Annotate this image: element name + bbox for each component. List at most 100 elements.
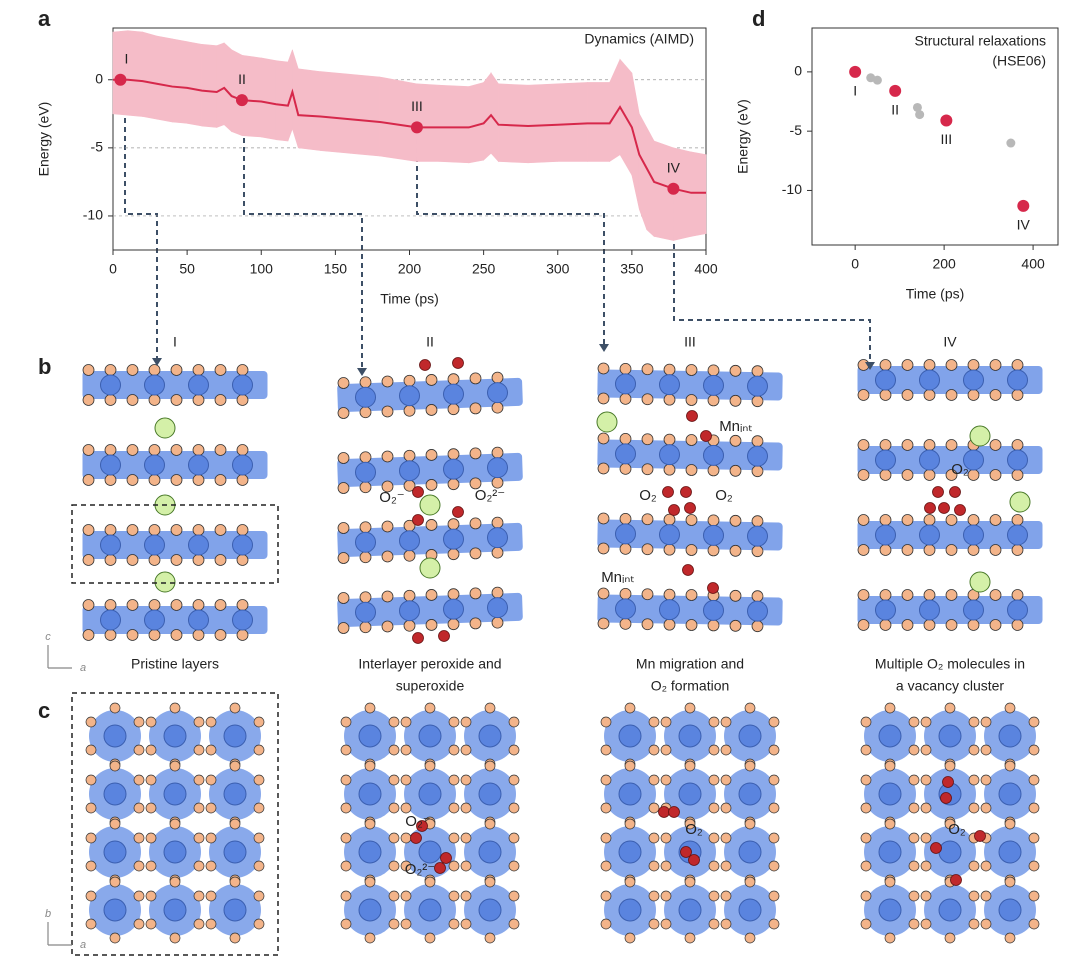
y-tick-label: 0: [95, 70, 103, 86]
unit-cell-box: [71, 504, 279, 584]
oxygen-atom: [148, 444, 161, 456]
oxygen-atom: [901, 544, 914, 556]
oxygen-atom: [884, 818, 896, 830]
mn-atom: [703, 374, 724, 396]
octahedral-layer: [857, 596, 1043, 624]
mn-atom: [232, 454, 253, 476]
mn-atom: [738, 782, 762, 806]
oxygen-atom: [920, 832, 932, 844]
octahedral-layer: [857, 446, 1043, 474]
mn-atom: [703, 524, 724, 546]
oxygen-atom: [82, 629, 95, 641]
mn-atom: [355, 531, 376, 553]
li-atom: [969, 425, 991, 447]
o2-atom: [950, 874, 962, 886]
mn-atom: [399, 600, 420, 622]
oxygen-atom: [619, 512, 632, 525]
structure-header: III: [684, 334, 696, 350]
oxygen-atom: [648, 832, 660, 844]
mn-atom: [355, 601, 376, 623]
mn-atom: [615, 373, 636, 395]
oxygen-atom: [744, 760, 756, 772]
o2-atom: [438, 630, 450, 642]
oxygen-atom: [364, 876, 376, 888]
oxygen-atom: [340, 890, 352, 902]
mn-atom: [223, 782, 247, 806]
oxygen-atom: [508, 744, 520, 756]
oxygen-atom: [624, 818, 636, 830]
point-label: I: [124, 50, 128, 66]
fluctuation-band: [142, 31, 158, 120]
oxygen-atom: [145, 890, 157, 902]
oxygen-atom: [641, 393, 654, 406]
mn-atom: [1007, 449, 1028, 471]
oxygen-atom: [148, 524, 161, 536]
oxygen-atom: [945, 359, 958, 371]
o2-atom: [680, 486, 692, 498]
oxygen-atom: [337, 407, 350, 419]
oxygen-atom: [508, 802, 520, 814]
oxygen-atom: [968, 774, 980, 786]
oxygen-atom: [170, 364, 183, 376]
oxygen-atom: [729, 544, 742, 557]
oxygen-atom: [337, 482, 350, 494]
oxygen-atom: [253, 832, 265, 844]
mn-atom: [418, 724, 442, 748]
oxygen-atom: [967, 389, 980, 401]
oxygen-atom: [508, 716, 520, 728]
mn-atom: [443, 528, 464, 550]
oxygen-atom: [170, 554, 183, 566]
oxygen-atom: [359, 406, 372, 419]
oxygen-atom: [945, 514, 958, 526]
oxygen-atom: [860, 890, 872, 902]
oxygen-atom: [253, 860, 265, 872]
mn-atom: [418, 840, 442, 864]
caption: Mn migration and: [636, 656, 744, 672]
oxygen-atom: [508, 860, 520, 872]
point-label: II: [238, 71, 246, 87]
oxygen-atom: [945, 469, 958, 481]
fluctuation-band: [275, 60, 289, 142]
oxygen-atom: [229, 876, 241, 888]
oxygen-atom: [597, 362, 610, 375]
oxygen-atom: [879, 544, 892, 556]
o2-atom: [688, 854, 700, 866]
mn-atom: [399, 385, 420, 407]
oxygen-atom: [600, 774, 612, 786]
oxygen-atom: [170, 394, 183, 406]
point: [872, 75, 882, 85]
oxygen-atom: [253, 774, 265, 786]
oxygen-atom: [660, 860, 672, 872]
mn-atom: [938, 898, 962, 922]
fluctuation-band: [320, 71, 351, 154]
oxygen-atom: [1028, 774, 1040, 786]
oxygen-atom: [1011, 514, 1024, 526]
oxygen-atom: [205, 918, 217, 930]
fluctuation-band: [527, 83, 559, 164]
oxygen-atom: [448, 802, 460, 814]
mn-atom: [100, 374, 121, 396]
oxygen-atom: [447, 448, 460, 461]
oxygen-atom: [364, 702, 376, 714]
oxygen-atom: [684, 818, 696, 830]
oxygen-atom: [337, 552, 350, 564]
mn-atom: [163, 724, 187, 748]
oxygen-atom: [460, 716, 472, 728]
oxygen-atom: [359, 481, 372, 494]
axis-glyph-label: a: [80, 662, 86, 674]
oxygen-atom: [944, 932, 956, 944]
panel-letter: d: [752, 6, 765, 31]
oxygen-atom: [145, 744, 157, 756]
oxygen-atom: [236, 364, 249, 376]
oxygen-atom: [491, 401, 504, 414]
oxygen-atom: [1028, 802, 1040, 814]
oxygen-atom: [684, 876, 696, 888]
plot-frame: [811, 27, 1059, 246]
oxygen-atom: [126, 554, 139, 566]
mn-atom: [875, 524, 896, 546]
oxygen-atom: [109, 702, 121, 714]
oxygen-atom: [768, 832, 780, 844]
x-tick-label: 200: [398, 261, 422, 277]
oxygen-atom: [85, 890, 97, 902]
